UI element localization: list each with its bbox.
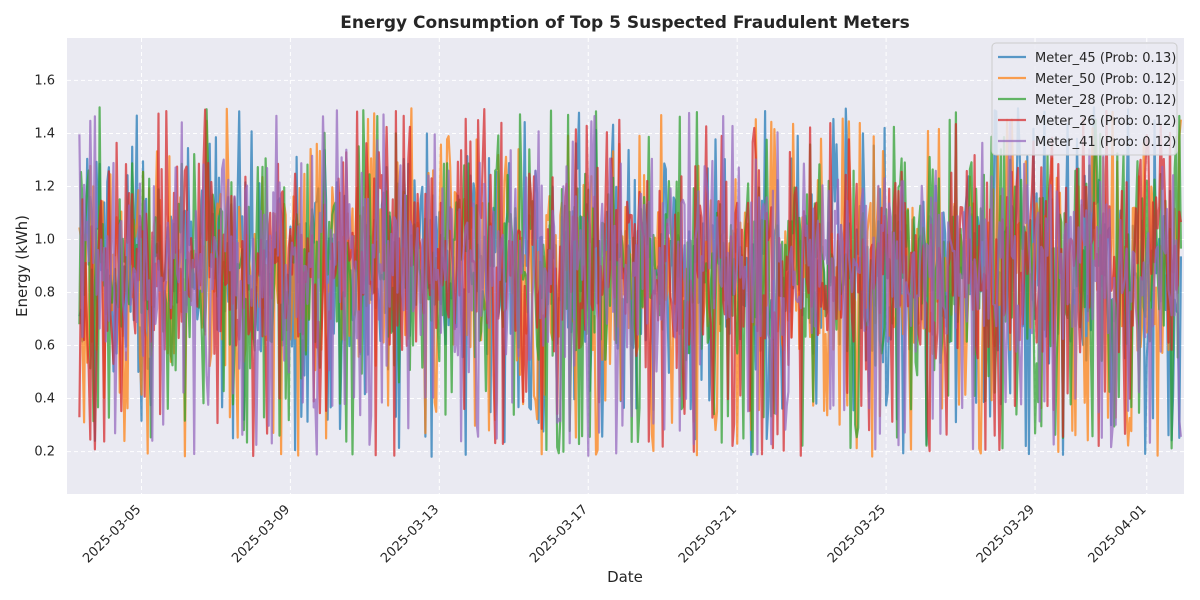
x-tick-label: 2025-03-21 (676, 502, 740, 566)
legend-label: Meter_28 (Prob: 0.12) (1035, 93, 1176, 108)
series-layer (78, 106, 1182, 458)
legend-label: Meter_50 (Prob: 0.12) (1035, 72, 1176, 87)
y-axis-label: Energy (kWh) (13, 215, 31, 317)
chart-title: Energy Consumption of Top 5 Suspected Fr… (340, 13, 910, 33)
x-tick-label: 2025-03-09 (229, 502, 293, 566)
y-axis-ticks: 0.2 0.4 0.6 0.8 1.0 1.2 1.4 1.6 (34, 73, 55, 459)
x-axis-ticks: 2025-03-05 2025-03-09 2025-03-13 2025-03-17… (80, 502, 1149, 566)
x-tick-label: 2025-03-17 (527, 502, 591, 566)
y-tick-label: 0.2 (34, 445, 55, 460)
x-tick-label: 2025-03-13 (378, 502, 442, 566)
x-tick-label: 2025-03-29 (974, 502, 1038, 566)
x-tick-label: 2025-03-05 (80, 502, 144, 566)
legend-label: Meter_41 (Prob: 0.12) (1035, 135, 1176, 150)
y-tick-label: 1.0 (34, 232, 55, 247)
legend-box (991, 42, 1178, 156)
x-tick-label: 2025-03-25 (825, 502, 889, 566)
y-tick-label: 1.2 (34, 179, 55, 194)
x-axis-label: Date (607, 568, 643, 586)
legend-label: Meter_45 (Prob: 0.13) (1035, 51, 1176, 66)
y-tick-label: 0.4 (34, 392, 55, 407)
series-line-4 (78, 109, 1182, 457)
legend-label: Meter_26 (Prob: 0.12) (1035, 114, 1176, 129)
y-tick-label: 1.6 (34, 73, 55, 88)
x-tick-label: 2025-04-01 (1086, 502, 1150, 566)
y-tick-label: 0.8 (34, 286, 55, 301)
y-tick-label: 1.4 (34, 126, 55, 141)
y-tick-label: 0.6 (34, 339, 55, 354)
legend: Meter_45 (Prob: 0.13) Meter_50 (Prob: 0.1… (991, 42, 1178, 156)
